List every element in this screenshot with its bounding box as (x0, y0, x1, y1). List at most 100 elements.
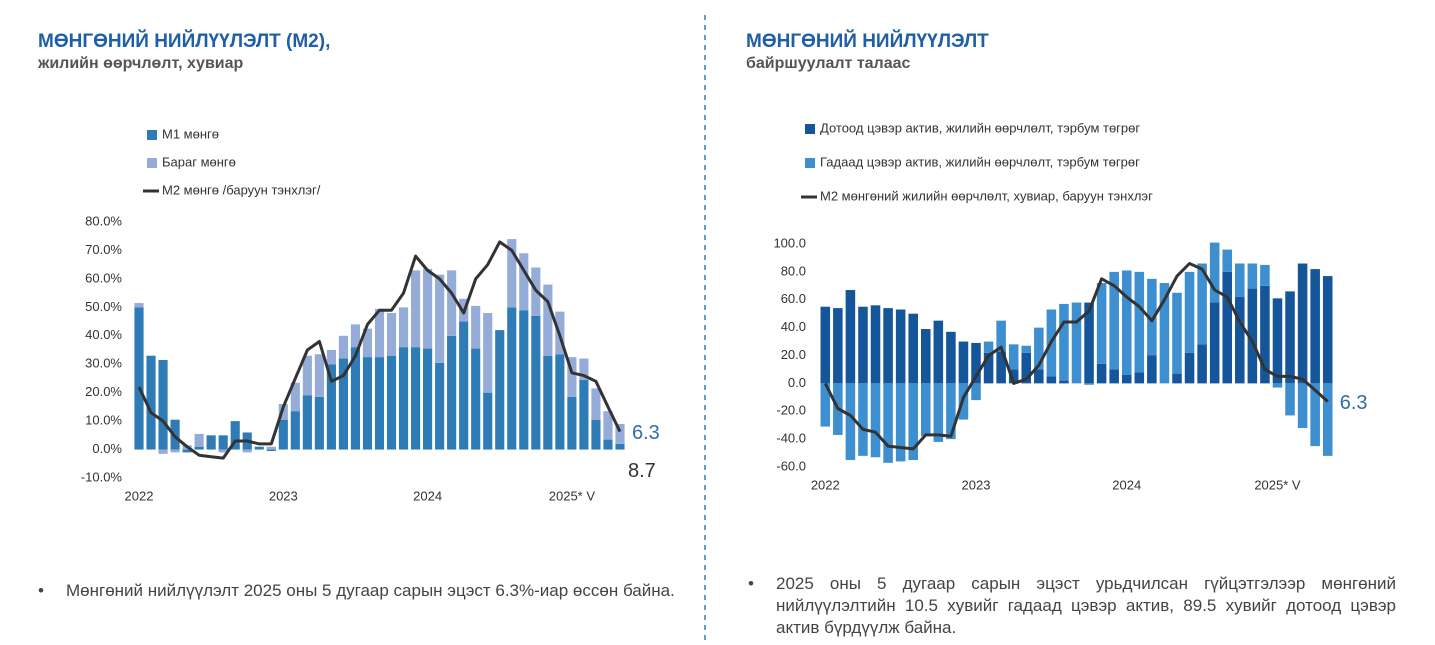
bar (519, 253, 529, 311)
bar (567, 357, 577, 397)
bar (423, 348, 433, 450)
bar (1222, 249, 1233, 272)
bar (1247, 288, 1258, 384)
bar (1310, 383, 1320, 447)
bar (958, 341, 969, 384)
bar (946, 383, 956, 440)
bar (531, 315, 541, 450)
subtitle: байршуулалт талаас (746, 55, 911, 72)
y-tick-label: 50.0% (85, 299, 122, 314)
bar (254, 446, 264, 450)
y-tick-label: -10.0% (81, 469, 123, 484)
line (137, 240, 622, 460)
x-tick-label: 2025* V (549, 488, 596, 503)
legend-swatch (805, 158, 815, 168)
x-tick-label: 2024 (413, 488, 442, 503)
bar (603, 411, 613, 440)
y-tick-label: 80.0 (781, 263, 806, 278)
bar (206, 435, 216, 450)
bar (1272, 298, 1283, 384)
title: МӨНГӨНИЙ НИЙЛҮҮЛЭЛТ (М2), (38, 31, 331, 52)
bar (326, 350, 336, 365)
annotation: 6.3 (632, 422, 660, 444)
bar (820, 383, 831, 427)
bar (870, 305, 881, 384)
bar (1121, 270, 1132, 376)
bar (1147, 355, 1157, 384)
bar (1071, 302, 1082, 384)
bar (362, 328, 373, 358)
bar (1285, 383, 1295, 416)
x-tick-label: 2024 (1112, 477, 1141, 492)
y-tick-label: 30.0% (85, 356, 122, 371)
bar (447, 335, 457, 450)
bar (182, 449, 192, 453)
bar (1084, 302, 1094, 384)
legend-swatch (147, 130, 157, 140)
bar (908, 313, 918, 384)
bar (471, 305, 481, 349)
bar (845, 289, 856, 384)
bar (1184, 352, 1195, 384)
bar (290, 411, 300, 450)
bar (971, 383, 981, 401)
bar (374, 357, 385, 450)
x-tick-label: 2022 (125, 488, 154, 503)
bar (435, 274, 445, 363)
bar (338, 335, 348, 359)
bar (1121, 375, 1132, 384)
bar (1197, 344, 1207, 384)
bar (591, 419, 601, 450)
bar (933, 320, 944, 384)
bar (1134, 372, 1145, 384)
bar (1310, 269, 1320, 384)
bar (483, 392, 493, 450)
bar (1096, 283, 1107, 364)
bar (1235, 263, 1245, 297)
bar (194, 446, 204, 450)
bar (447, 270, 457, 336)
legend-label: Дотоод цэвэр актив, жилийн өөрчлөлт, тэр… (820, 120, 1140, 135)
y-tick-label: 70.0% (85, 242, 122, 257)
bar (326, 364, 336, 450)
legend-label: Бараг мөнгө (162, 154, 236, 169)
y-tick-label: 10.0% (85, 413, 122, 428)
bar (1235, 296, 1245, 384)
bar (1008, 369, 1019, 384)
bar (920, 383, 931, 437)
bar (858, 383, 868, 456)
bar (1247, 263, 1258, 289)
bar (218, 449, 228, 453)
bar (1059, 380, 1069, 384)
bar (567, 396, 577, 450)
bar (386, 313, 397, 356)
y-tick-label: -20.0 (776, 403, 806, 418)
subtitle: жилийн өөрчлөлт, хувиар (38, 55, 244, 72)
bar (302, 355, 312, 396)
annotation: 8.7 (628, 460, 656, 482)
bar (1147, 278, 1157, 356)
y-tick-label: 60.0 (781, 291, 806, 306)
bar (1034, 327, 1044, 370)
bar (158, 449, 168, 454)
bar (933, 383, 944, 442)
bar (591, 388, 601, 420)
bar (1272, 383, 1283, 388)
bar (435, 362, 445, 450)
bar (1059, 303, 1069, 381)
bar (543, 284, 553, 356)
legend-label: М1 мөнгө (162, 126, 219, 141)
bar (411, 270, 421, 348)
bar (1084, 383, 1094, 385)
bar (134, 307, 144, 450)
bar (908, 383, 918, 461)
y-tick-label: 40.0% (85, 327, 122, 342)
y-tick-label: 60.0% (85, 270, 122, 285)
y-tick-label: 20.0% (85, 384, 122, 399)
bar (1096, 363, 1107, 384)
bar (374, 308, 385, 358)
bar (459, 321, 469, 450)
bullet: Мөнгөний нийлүүлэлт 2025 оны 5 дугаар са… (38, 580, 692, 602)
bar (266, 449, 276, 451)
